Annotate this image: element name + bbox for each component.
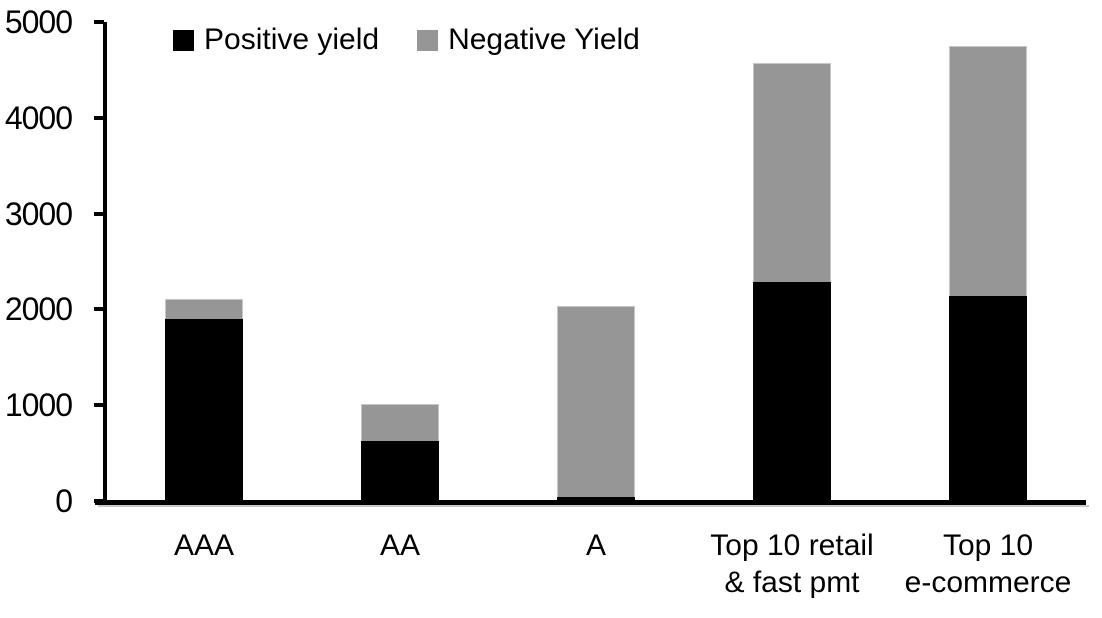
y-axis-label-2000: 2000 [4, 291, 73, 328]
x-axis-label-4: Top 10 retail & fast pmt [710, 529, 874, 599]
y-tick-1000 [94, 403, 104, 408]
legend-swatch-icon [417, 29, 439, 51]
y-axis-label-1000: 1000 [4, 387, 73, 424]
bar-segment-negative-4 [753, 63, 831, 282]
bar-segment-positive-5 [949, 296, 1027, 501]
bar-segment-positive-2 [361, 440, 439, 501]
y-axis-label-4000: 4000 [4, 99, 73, 136]
bar-segment-positive-3 [557, 496, 635, 501]
legend: Positive yield Negative Yield [173, 24, 640, 56]
x-axis-shadow [98, 505, 1089, 507]
x-axis-label-1: AAA [173, 529, 235, 562]
x-axis-label-2: AA [379, 529, 421, 562]
bar-segment-positive-1 [165, 318, 243, 501]
legend-label: Negative Yield [448, 23, 640, 56]
legend-item-negative: Negative Yield [417, 24, 640, 56]
y-axis-label-3000: 3000 [4, 195, 73, 232]
x-axis-label-5: Top 10 e-commerce [904, 529, 1072, 599]
bar-segment-negative-1 [165, 298, 243, 319]
bar-segment-negative-3 [557, 306, 635, 497]
x-axis-label-3: A [585, 529, 606, 562]
y-tick-2000 [94, 307, 104, 312]
legend-item-positive: Positive yield [173, 24, 379, 56]
bar-segment-positive-4 [753, 281, 831, 501]
y-tick-4000 [94, 115, 104, 120]
legend-label: Positive yield [204, 23, 380, 56]
y-tick-5000 [94, 20, 104, 24]
y-tick-3000 [94, 211, 104, 216]
y-axis-line [103, 22, 107, 505]
y-axis-label-5000: 5000 [4, 4, 73, 40]
bar-segment-negative-2 [361, 404, 439, 441]
bar-segment-negative-5 [949, 45, 1027, 296]
plot-area [106, 22, 1086, 501]
legend-swatch-icon [173, 29, 194, 51]
y-tick-0 [94, 499, 104, 503]
y-axis-label-0: 0 [55, 483, 73, 519]
x-axis-line [95, 500, 1086, 505]
